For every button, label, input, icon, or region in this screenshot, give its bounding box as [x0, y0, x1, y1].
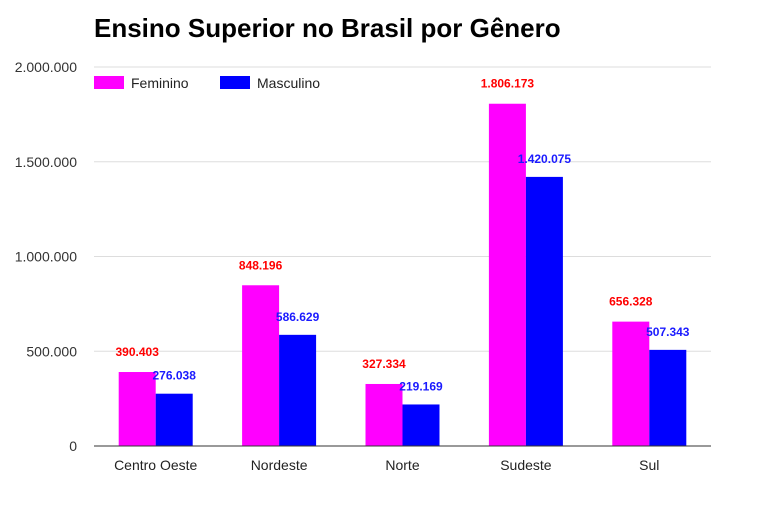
- y-tick-label: 1.500.000: [15, 154, 77, 170]
- data-label-masculino: 276.038: [153, 369, 197, 383]
- bar-feminino-4: [612, 321, 650, 446]
- x-tick-label: Nordeste: [251, 457, 308, 473]
- bar-feminino-2: [365, 383, 403, 446]
- bar-feminino-3: [488, 103, 526, 446]
- y-tick-label: 2.000.000: [15, 59, 77, 75]
- x-tick-label: Norte: [385, 457, 419, 473]
- y-tick-label: 1.000.000: [15, 249, 77, 265]
- bar-masculino-4: [649, 349, 687, 446]
- data-label-masculino: 586.629: [276, 310, 320, 324]
- data-label-feminino: 656.328: [609, 295, 653, 309]
- bar-masculino-1: [279, 334, 317, 446]
- x-tick-label: Sul: [639, 457, 659, 473]
- data-label-feminino: 848.196: [239, 258, 283, 272]
- bar-feminino-1: [242, 285, 280, 446]
- x-tick-label: Centro Oeste: [114, 457, 197, 473]
- x-axis-ticks: Centro Oeste Nordeste Norte Sudeste Sul: [114, 457, 659, 473]
- bar-masculino-0: [155, 393, 193, 446]
- data-label-feminino: 327.334: [362, 357, 406, 371]
- legend: Feminino Masculino: [94, 75, 320, 91]
- y-axis-ticks: 0 500.000 1.000.000 1.500.000 2.000.000: [15, 59, 78, 454]
- y-tick-label: 0: [69, 438, 77, 454]
- data-label-masculino: 507.343: [646, 325, 690, 339]
- bars: [118, 103, 687, 446]
- bar-masculino-2: [402, 404, 440, 446]
- legend-label-masculino: Masculino: [257, 75, 320, 91]
- gridlines: [94, 66, 711, 352]
- chart-title: Ensino Superior no Brasil por Gênero: [94, 13, 561, 43]
- data-label-feminino: 1.806.173: [481, 77, 535, 91]
- data-labels: 390.403 276.038 848.196 586.629 327.334 219.1…: [116, 77, 690, 394]
- legend-swatch-feminino: [94, 76, 124, 89]
- y-tick-label: 500.000: [26, 343, 77, 359]
- data-label-masculino: 1.420.075: [518, 152, 572, 166]
- bar-masculino-3: [525, 176, 563, 446]
- data-label-feminino: 390.403: [116, 345, 160, 359]
- bar-feminino-0: [118, 372, 156, 446]
- data-label-masculino: 219.169: [399, 379, 443, 393]
- legend-label-feminino: Feminino: [131, 75, 189, 91]
- x-tick-label: Sudeste: [500, 457, 552, 473]
- legend-swatch-masculino: [220, 76, 250, 89]
